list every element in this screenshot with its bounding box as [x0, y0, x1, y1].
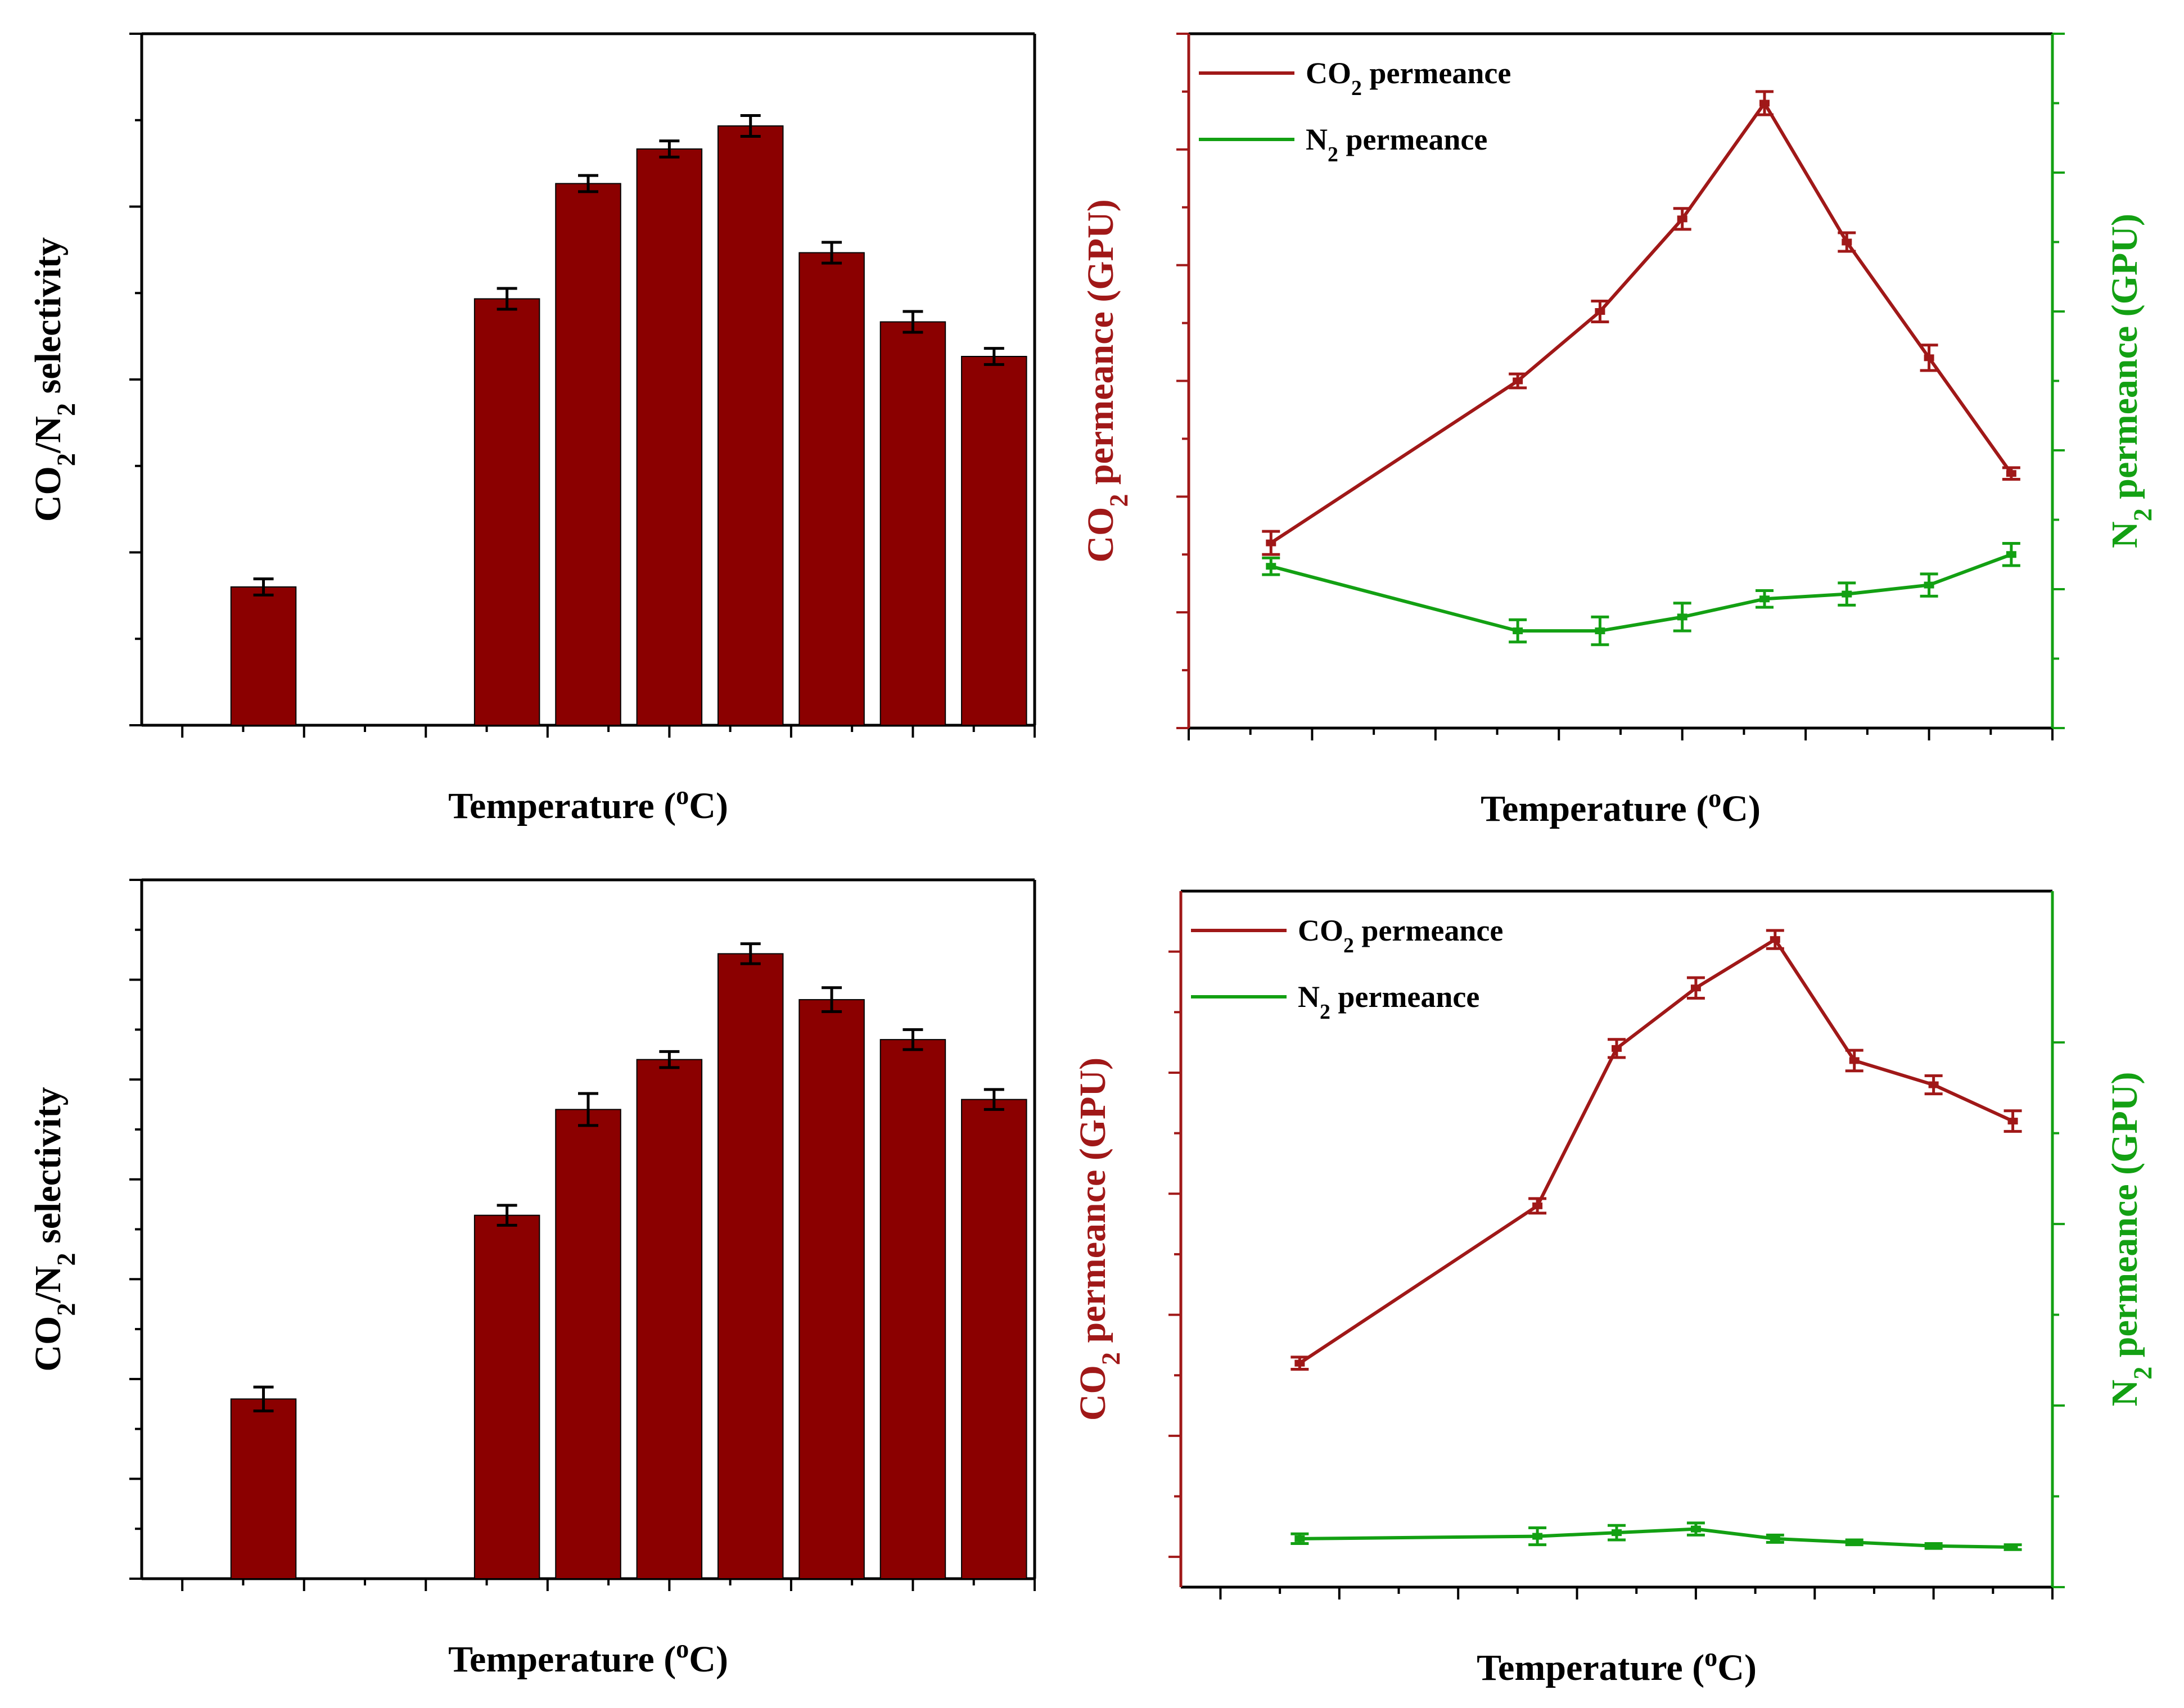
data-point — [1770, 936, 1780, 943]
series-line-co2 — [1270, 101, 2013, 545]
data-point — [1532, 1533, 1543, 1540]
panel-d: Temperature (oC) CO2 permeance (GPU) N2 pe… — [1072, 889, 2157, 1689]
y-axis-title: CO2/N2 selectivity — [28, 237, 80, 522]
data-point — [2006, 470, 2016, 477]
data-point — [1690, 1525, 1701, 1533]
x-axis-title: Temperature (oC) — [1477, 1643, 1757, 1689]
data-point — [1759, 100, 1770, 107]
x-axis-title: Temperature (oC) — [448, 1634, 728, 1680]
bar — [473, 298, 540, 726]
data-point — [1266, 563, 1276, 570]
data-point — [1294, 1535, 1305, 1542]
data-point — [1924, 581, 1934, 589]
data-point — [1294, 1359, 1305, 1367]
data-point — [2007, 1118, 2018, 1125]
data-point — [1924, 354, 1934, 362]
bar — [961, 1099, 1027, 1579]
data-point — [1595, 308, 1605, 315]
legend-label: N2 permeance — [1298, 980, 1479, 1024]
data-point — [1759, 595, 1770, 603]
bar — [717, 953, 784, 1579]
y2-axis-title: N2 permeance (GPU) — [2104, 1072, 2157, 1407]
data-point — [1513, 627, 1523, 635]
bar — [555, 1109, 621, 1579]
data-point — [1928, 1081, 1939, 1088]
panel-a: Temperature (oC) CO2/N2 selectivity — [28, 32, 1036, 827]
bar — [798, 999, 865, 1579]
bar — [636, 1059, 703, 1579]
bar — [230, 586, 297, 726]
y-axis-title: CO2 permeance (GPU) — [1080, 199, 1133, 562]
series-line-n2 — [1299, 1527, 2013, 1549]
data-point — [1690, 984, 1701, 992]
data-point — [2007, 1543, 2018, 1551]
bar — [555, 183, 621, 726]
legend-label: CO2 permeance — [1298, 914, 1503, 957]
data-point — [1770, 1535, 1780, 1542]
data-point — [1677, 215, 1687, 223]
bar — [798, 252, 865, 726]
bar — [636, 148, 703, 726]
data-point — [2006, 551, 2016, 558]
panel-b: Temperature (oC) CO2 permeance (GPU) N2 pe… — [1080, 32, 2157, 830]
x-axis-title: Temperature (oC) — [448, 781, 728, 827]
bar — [879, 321, 946, 726]
data-point — [1595, 627, 1605, 635]
y-axis-title: CO2/N2 selectivity — [28, 1087, 80, 1371]
data-point — [1612, 1045, 1622, 1052]
y-axis-title: CO2 permeance (GPU) — [1072, 1058, 1125, 1421]
data-point — [1266, 539, 1276, 546]
panel-c: Temperature (oC) CO2/N2 selectivity — [28, 878, 1036, 1680]
bar — [717, 125, 784, 726]
bar — [230, 1398, 297, 1579]
data-point — [1849, 1539, 1860, 1546]
data-point — [1842, 590, 1852, 598]
x-axis-title: Temperature (oC) — [1481, 784, 1761, 830]
data-point — [1849, 1057, 1860, 1064]
data-point — [1513, 377, 1523, 385]
data-point — [1928, 1542, 1939, 1549]
data-point — [1612, 1529, 1622, 1537]
bar — [879, 1039, 946, 1579]
data-point — [1532, 1202, 1543, 1209]
data-point — [1842, 238, 1852, 246]
data-point — [1677, 613, 1687, 621]
bar — [961, 356, 1027, 726]
series-line-n2 — [1270, 553, 2012, 633]
bar — [473, 1214, 540, 1579]
legend-label: N2 permeance — [1306, 123, 1487, 166]
y2-axis-title: N2 permeance (GPU) — [2104, 214, 2157, 548]
series-line-co2 — [1298, 938, 2014, 1365]
legend-label: CO2 permeance — [1306, 56, 1511, 100]
